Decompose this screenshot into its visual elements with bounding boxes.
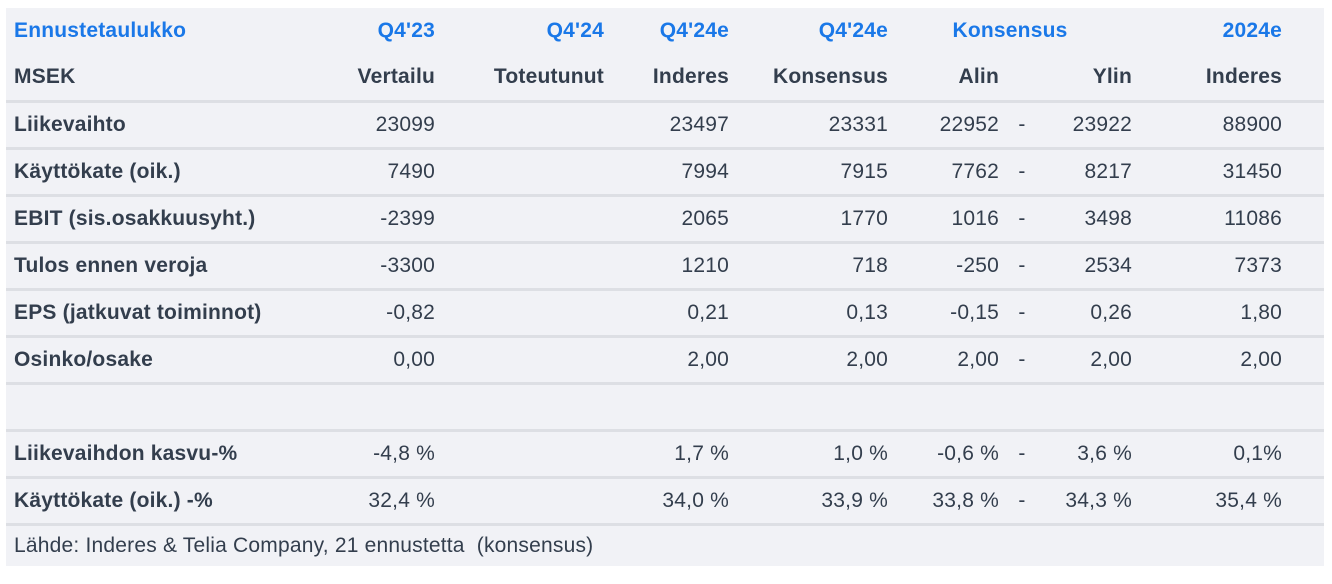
header-q4-24e-inderes: Q4'24e — [659, 19, 729, 42]
cell-vertailu: -2399 — [380, 207, 435, 230]
header-2024e: 2024e — [1222, 19, 1282, 42]
unit-label: MSEK — [14, 65, 76, 88]
cell-inderes-q4: 1,7 % — [674, 442, 729, 465]
cell-konsensus-q4: 718 — [852, 254, 888, 277]
header-period-row: Ennustetaulukko Q4'23 Q4'24 Q4'24e Q4'24… — [6, 8, 1324, 54]
cell-inderes-q4: 2,00 — [687, 348, 729, 371]
range-dash: - — [1018, 254, 1026, 277]
header-q4-24e-konsensus: Q4'24e — [818, 19, 888, 42]
cell-inderes-2024: 7373 — [1234, 254, 1282, 277]
row-label: EBIT (sis.osakkuusyht.) — [14, 207, 256, 230]
cell-inderes-2024: 2,00 — [1240, 348, 1282, 371]
cell-konsensus-alin: -0,15 — [950, 301, 999, 324]
table-body: Liikevaihto 23099 23497 23331 22952-23922 889… — [6, 100, 1324, 523]
cell-inderes-2024: 0,1% — [1233, 442, 1282, 465]
cell-konsensus-q4: 1,0 % — [833, 442, 888, 465]
forecast-table: Ennustetaulukko Q4'23 Q4'24 Q4'24e Q4'24… — [6, 8, 1324, 566]
range-dash: - — [1018, 489, 1026, 512]
cell-konsensus-alin: 1016 — [951, 207, 999, 230]
cell-konsensus-q4: 2,00 — [846, 348, 888, 371]
cell-inderes-2024: 31450 — [1222, 160, 1282, 183]
cell-konsensus-ylin: 34,3 % — [1065, 489, 1132, 512]
table-row: Käyttökate (oik.) -% 32,4 % 34,0 % 33,9 % 33… — [6, 476, 1324, 523]
cell-konsensus-alin: 7762 — [951, 160, 999, 183]
cell-vertailu: 32,4 % — [368, 489, 435, 512]
cell-konsensus-ylin: 3498 — [1084, 207, 1132, 230]
cell-inderes-q4: 23497 — [669, 113, 729, 136]
col-header-vertailu: Vertailu — [357, 65, 435, 88]
cell-konsensus-q4: 33,9 % — [821, 489, 888, 512]
cell-inderes-q4: 0,21 — [687, 301, 729, 324]
header-q4-23: Q4'23 — [377, 19, 435, 42]
spacer-row — [6, 382, 1324, 429]
table-title: Ennustetaulukko — [14, 19, 187, 42]
cell-konsensus-ylin: 23922 — [1072, 113, 1132, 136]
row-label: Tulos ennen veroja — [14, 254, 208, 277]
cell-inderes-2024: 1,80 — [1240, 301, 1282, 324]
header-source-row: MSEK Vertailu Toteutunut Inderes Konsens… — [6, 54, 1324, 100]
cell-inderes-2024: 35,4 % — [1215, 489, 1282, 512]
cell-vertailu: 0,00 — [393, 348, 435, 371]
cell-konsensus-alin: 2,00 — [957, 348, 999, 371]
table-row: Liikevaihto 23099 23497 23331 22952- 23922 889… — [6, 100, 1324, 147]
source-note: Lähde: Inderes & Telia Company, 21 ennus… — [14, 534, 594, 557]
row-label: Käyttökate (oik.) — [14, 160, 181, 183]
cell-inderes-2024: 11086 — [1224, 207, 1282, 230]
table-row: EBIT (sis.osakkuusyht.) -2399 2065 1770 1016… — [6, 194, 1324, 241]
header-q4-24: Q4'24 — [546, 19, 604, 42]
row-label: EPS (jatkuvat toiminnot) — [14, 301, 262, 324]
row-label: Osinko/osake — [14, 348, 153, 371]
cell-vertailu: -0,82 — [386, 301, 435, 324]
cell-konsensus-alin: -250 — [956, 254, 999, 277]
cell-inderes-2024: 88900 — [1222, 113, 1282, 136]
table-row: Tulos ennen veroja -3300 1210 718 -250- 2534 7… — [6, 241, 1324, 288]
cell-vertailu: -4,8 % — [373, 442, 435, 465]
range-dash: - — [1018, 442, 1026, 465]
range-dash: - — [1018, 348, 1026, 371]
table-row: Osinko/osake 0,00 2,00 2,00 2,00-2,00 2,00 — [6, 335, 1324, 382]
cell-konsensus-ylin: 2,00 — [1090, 348, 1132, 371]
col-header-inderes: Inderes — [652, 65, 729, 88]
cell-konsensus-ylin: 8217 — [1084, 160, 1132, 183]
cell-vertailu: 7490 — [387, 160, 435, 183]
cell-konsensus-alin: -0,6 % — [937, 442, 999, 465]
col-header-alin: Alin — [958, 65, 999, 88]
col-header-konsensus: Konsensus — [773, 65, 888, 88]
header-konsensus-span: Konsensus — [952, 19, 1068, 42]
range-dash: - — [1018, 160, 1026, 183]
row-label: Liikevaihto — [14, 113, 126, 136]
cell-konsensus-ylin: 2534 — [1084, 254, 1132, 277]
row-label: Käyttökate (oik.) -% — [14, 489, 213, 512]
col-header-ylin: Ylin — [1092, 65, 1132, 88]
range-dash: - — [1018, 113, 1026, 136]
range-dash: - — [1018, 301, 1026, 324]
cell-konsensus-q4: 7915 — [840, 160, 888, 183]
cell-inderes-q4: 7994 — [681, 160, 729, 183]
footer-row: Lähde: Inderes & Telia Company, 21 ennus… — [6, 523, 1324, 566]
cell-konsensus-q4: 0,13 — [846, 301, 888, 324]
cell-konsensus-alin: 33,8 % — [932, 489, 999, 512]
col-header-inderes-2024: Inderes — [1205, 65, 1282, 88]
row-label: Liikevaihdon kasvu-% — [14, 442, 238, 465]
col-header-toteutunut: Toteutunut — [493, 65, 604, 88]
cell-inderes-q4: 2065 — [681, 207, 729, 230]
cell-konsensus-q4: 1770 — [840, 207, 888, 230]
table-row: Käyttökate (oik.) 7490 7994 7915 7762- 8217 31… — [6, 147, 1324, 194]
cell-vertailu: 23099 — [375, 113, 435, 136]
cell-vertailu: -3300 — [380, 254, 435, 277]
table-row: EPS (jatkuvat toiminnot) -0,82 0,21 0,13 -0,… — [6, 288, 1324, 335]
cell-konsensus-alin: 22952 — [939, 113, 999, 136]
cell-konsensus-q4: 23331 — [828, 113, 888, 136]
cell-inderes-q4: 34,0 % — [662, 489, 729, 512]
cell-konsensus-ylin: 0,26 — [1090, 301, 1132, 324]
table-row: Liikevaihdon kasvu-% -4,8 % 1,7 % 1,0 % -0,6… — [6, 429, 1324, 476]
cell-inderes-q4: 1210 — [681, 254, 729, 277]
cell-konsensus-ylin: 3,6 % — [1077, 442, 1132, 465]
range-dash: - — [1018, 207, 1026, 230]
